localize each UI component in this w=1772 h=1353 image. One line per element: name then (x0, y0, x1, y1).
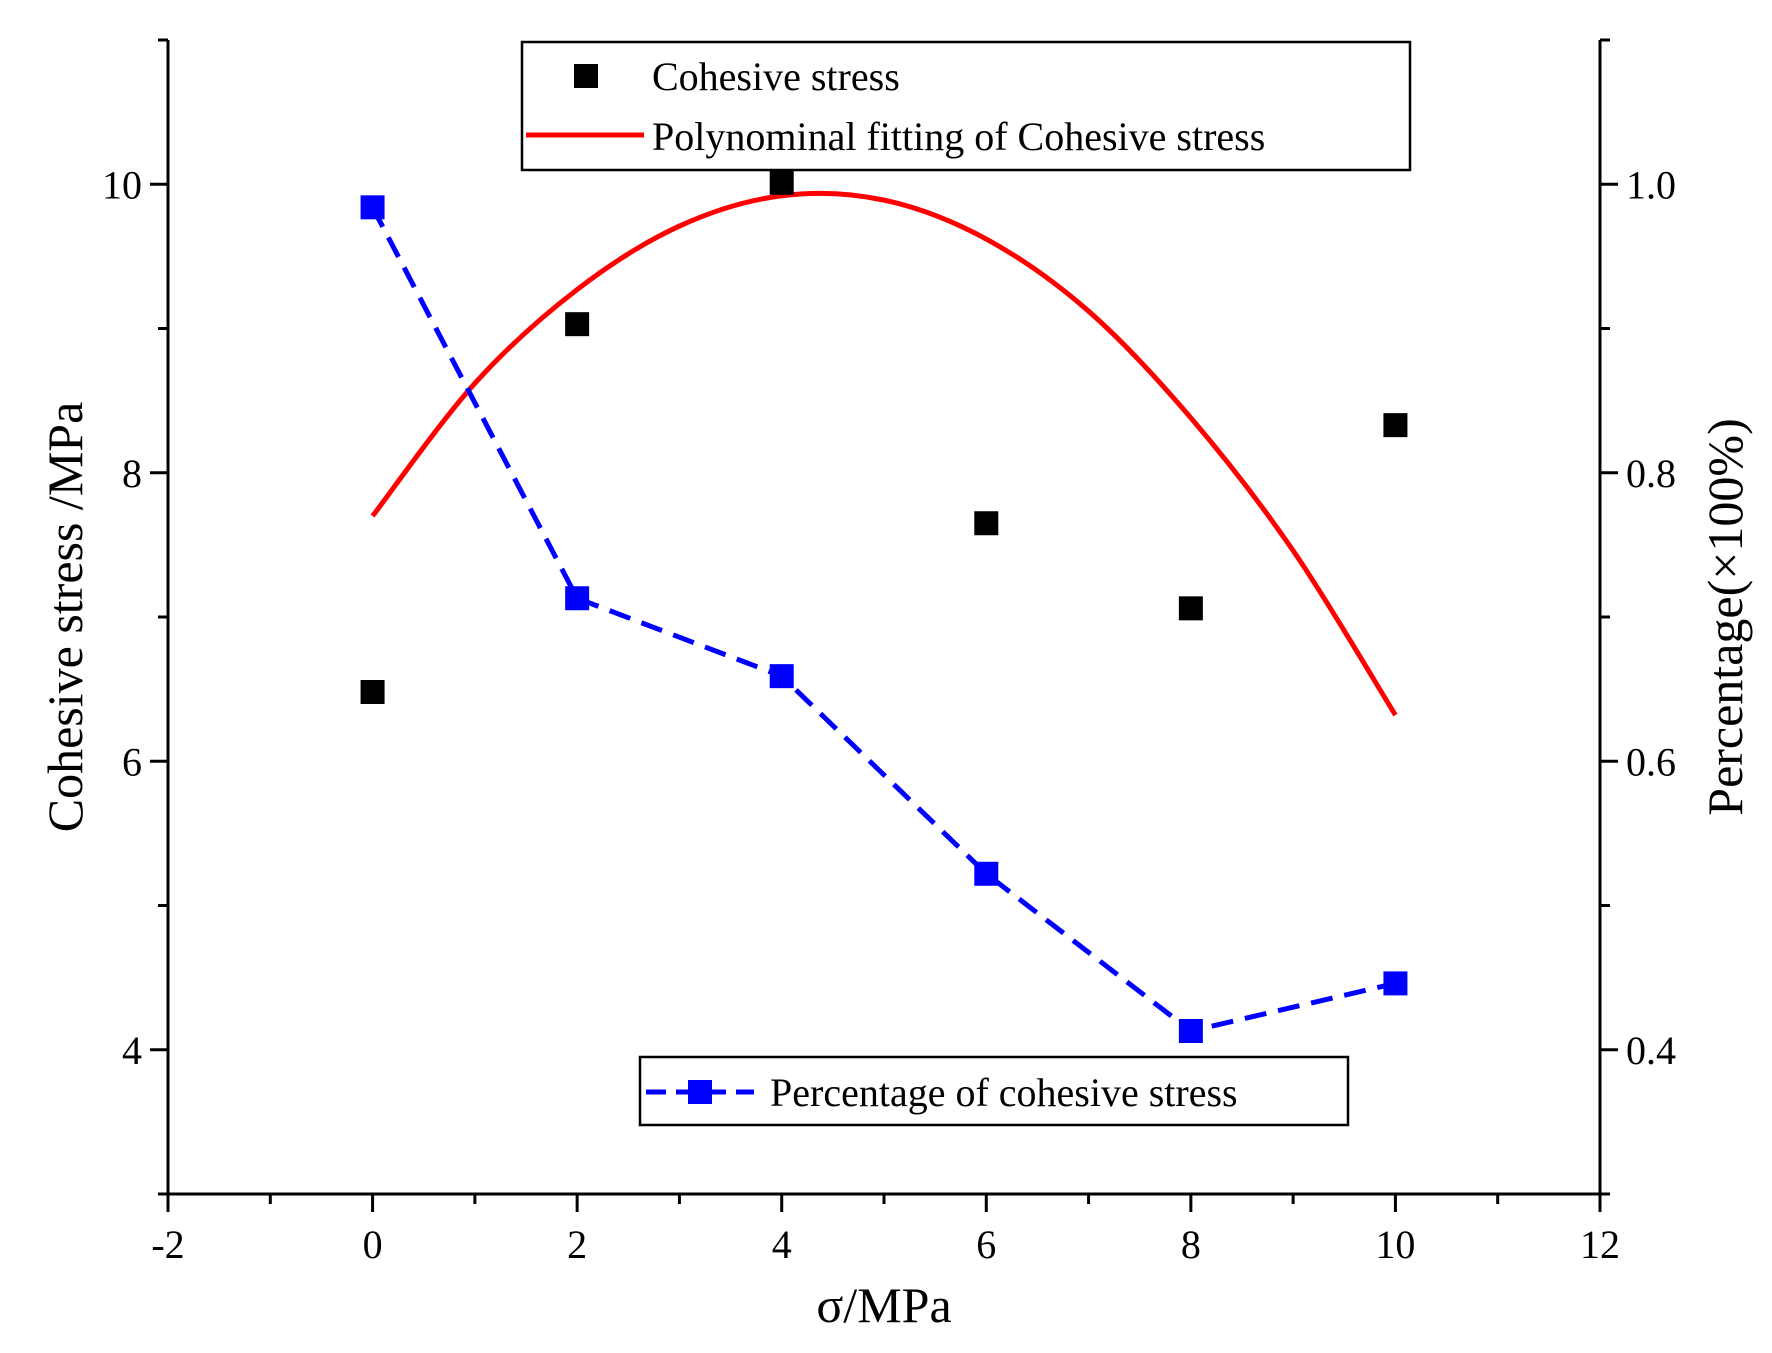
legend-label-percentage: Percentage of cohesive stress (770, 1070, 1238, 1115)
tick-labels: -2 0 2 4 6 8 10 12 4 6 8 10 0.4 0.6 0.8 1.0 (102, 162, 1676, 1267)
x-tick-label: -2 (151, 1222, 184, 1267)
y2-tick-label: 0.8 (1626, 451, 1676, 496)
y-tick-label: 6 (122, 739, 142, 784)
x-axis-title: σ/MPa (816, 1277, 951, 1333)
x-tick-label: 6 (976, 1222, 996, 1267)
percentage-point (1178, 1018, 1203, 1043)
y2-tick-label: 0.6 (1626, 739, 1676, 784)
cohesive-stress-point (1383, 413, 1408, 438)
y-tick-label: 10 (102, 162, 142, 207)
legend-marker-cohesive-stress (574, 64, 598, 88)
legend-label-cohesive-stress: Cohesive stress (652, 54, 900, 99)
cohesive-stress-point (1178, 596, 1203, 621)
legend-top: Cohesive stress Polynominal fitting of C… (520, 40, 1412, 172)
x-tick-label: 0 (363, 1222, 383, 1267)
percentage-point (565, 586, 590, 611)
legend-bottom-frame (638, 1055, 1350, 1127)
percentage-point (769, 664, 794, 689)
ticks (150, 38, 1618, 1212)
cohesive-stress-point (565, 312, 590, 337)
cohesive-stress-point (769, 170, 794, 195)
legend-bottom: Percentage of cohesive stress (638, 1055, 1350, 1127)
x-tick-label: 8 (1181, 1222, 1201, 1267)
percentage-point (1383, 971, 1408, 996)
data-layer (360, 170, 1408, 1043)
cohesive-stress-point (974, 511, 999, 536)
legend-marker-percentage (688, 1080, 712, 1104)
y-tick-label: 4 (122, 1028, 142, 1073)
cohesive-stress-point (360, 680, 385, 705)
percentage-line (370, 206, 1396, 1034)
legend-label-fit: Polynominal fitting of Cohesive stress (652, 114, 1265, 159)
fit-curve (370, 190, 1398, 717)
x-tick-label: 2 (567, 1222, 587, 1267)
y-tick-label: 8 (122, 451, 142, 496)
x-tick-label: 12 (1580, 1222, 1620, 1267)
y-axis-title: Cohesive stress /MPa (37, 402, 93, 833)
x-tick-label: 10 (1375, 1222, 1415, 1267)
x-tick-label: 4 (772, 1222, 792, 1267)
legend-top-frame (520, 40, 1412, 172)
percentage-point (974, 861, 999, 886)
percentage-point (360, 195, 385, 220)
y2-axis-title: Percentage(×100%) (1697, 418, 1753, 815)
y2-tick-label: 0.4 (1626, 1028, 1676, 1073)
y2-tick-label: 1.0 (1626, 162, 1676, 207)
